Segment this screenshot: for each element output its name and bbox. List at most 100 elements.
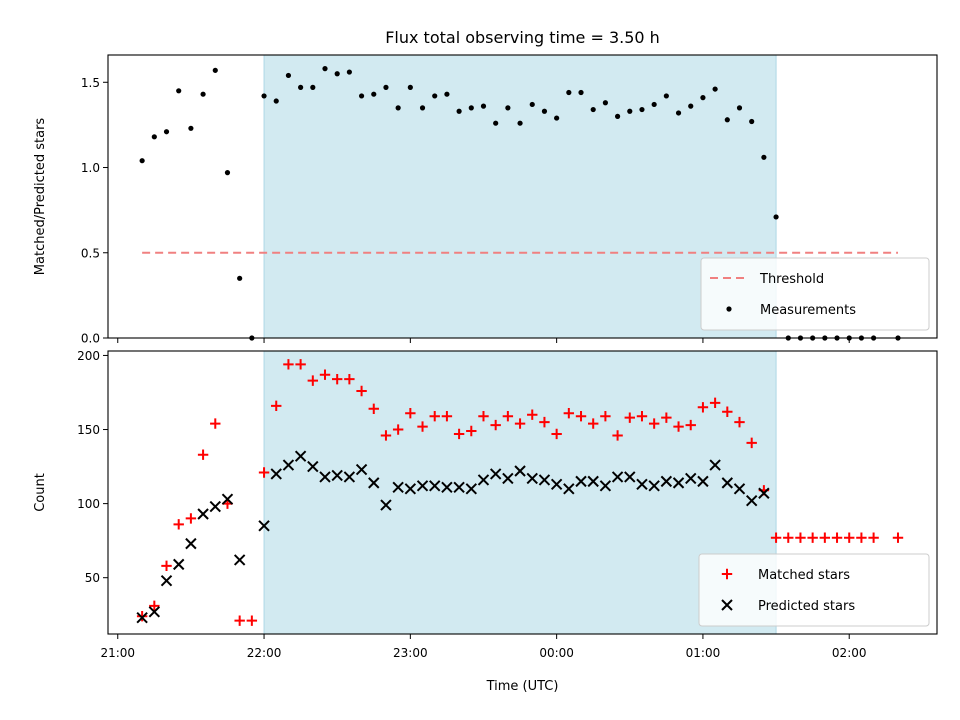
data-point xyxy=(261,93,267,99)
data-point xyxy=(234,615,245,626)
legend: Threshold Measurements xyxy=(700,257,930,331)
data-point xyxy=(661,412,672,423)
y-axis-label: Matched/Predicted stars xyxy=(33,118,48,276)
legend: Matched stars Predicted stars xyxy=(698,553,930,627)
data-point xyxy=(538,474,551,486)
data-point xyxy=(465,483,478,495)
observing-span xyxy=(264,55,777,338)
data-point xyxy=(197,449,209,460)
x-tick-label: 21:00 xyxy=(100,646,135,660)
data-point xyxy=(368,403,379,414)
data-point xyxy=(282,459,295,471)
data-point xyxy=(419,105,426,111)
data-point xyxy=(380,499,392,511)
data-point xyxy=(685,419,696,431)
data-point xyxy=(724,117,730,123)
data-point xyxy=(856,532,867,543)
data-point xyxy=(456,108,462,114)
data-point xyxy=(429,480,441,492)
data-point xyxy=(563,408,575,419)
legend-box xyxy=(700,257,930,331)
data-point xyxy=(429,410,440,422)
data-point xyxy=(151,134,157,140)
data-point xyxy=(651,101,657,108)
data-point xyxy=(176,88,182,94)
data-point xyxy=(721,477,734,489)
data-point xyxy=(758,487,770,499)
data-point xyxy=(688,103,694,109)
data-point xyxy=(614,113,621,119)
data-point xyxy=(831,532,843,543)
data-point xyxy=(307,375,319,386)
data-point xyxy=(271,400,282,412)
data-point xyxy=(712,86,718,92)
data-point xyxy=(322,66,328,72)
series-predicted-stars xyxy=(136,450,770,624)
data-point xyxy=(600,410,611,422)
data-point xyxy=(636,410,648,422)
data-point xyxy=(233,554,246,566)
data-point xyxy=(746,437,757,449)
legend-label: Matched stars xyxy=(758,568,850,583)
data-point xyxy=(502,472,514,485)
data-point xyxy=(258,520,270,532)
data-point xyxy=(639,106,645,113)
data-point xyxy=(161,560,172,572)
x-tick-label: 01:00 xyxy=(686,646,721,660)
data-point xyxy=(358,93,365,99)
data-point xyxy=(697,475,709,488)
data-point xyxy=(417,421,428,432)
data-point xyxy=(246,615,258,626)
data-point xyxy=(319,471,331,483)
data-point xyxy=(624,471,636,483)
data-point xyxy=(722,406,733,417)
data-point xyxy=(319,369,331,380)
data-point xyxy=(283,359,294,370)
data-point xyxy=(575,410,587,422)
y-tick-label: 100 xyxy=(77,497,100,511)
y-tick-label: 50 xyxy=(85,571,100,585)
count-panel: 21:00 22:00 23:00 00:00 01:00 02:00 50 100 150 20… xyxy=(33,349,938,660)
data-point xyxy=(477,474,490,486)
data-point xyxy=(685,472,697,485)
y-tick-label: 1.0 xyxy=(81,161,100,175)
data-point xyxy=(136,611,148,624)
data-point xyxy=(734,416,745,428)
data-point xyxy=(356,385,367,397)
data-point xyxy=(807,532,818,543)
data-point xyxy=(599,480,612,492)
data-point xyxy=(566,89,572,96)
data-point xyxy=(407,84,413,90)
data-point xyxy=(307,460,319,473)
data-point xyxy=(526,472,538,485)
data-point xyxy=(453,428,465,440)
data-point xyxy=(478,410,489,422)
legend-label: Threshold xyxy=(759,272,824,287)
data-point xyxy=(185,537,197,550)
data-point xyxy=(578,89,584,96)
x-tick-label: 23:00 xyxy=(393,646,428,660)
data-point xyxy=(331,469,343,482)
data-point xyxy=(663,93,669,99)
data-point xyxy=(489,468,502,480)
data-point xyxy=(819,532,831,543)
data-point xyxy=(745,494,758,507)
data-point xyxy=(517,120,523,126)
data-point xyxy=(404,483,417,495)
data-point xyxy=(453,481,465,494)
data-point xyxy=(648,418,660,429)
data-point xyxy=(868,532,879,543)
x-tick-label: 22:00 xyxy=(247,646,282,660)
data-point xyxy=(761,154,767,160)
axes-frame xyxy=(107,54,938,339)
legend-swatch xyxy=(726,306,732,312)
legend-swatch xyxy=(721,599,733,611)
data-point xyxy=(383,84,389,90)
data-point xyxy=(395,105,401,111)
data-point xyxy=(783,532,794,543)
data-point xyxy=(602,100,609,106)
data-point xyxy=(441,410,453,422)
legend-swatch xyxy=(721,568,733,580)
data-point xyxy=(612,430,623,441)
